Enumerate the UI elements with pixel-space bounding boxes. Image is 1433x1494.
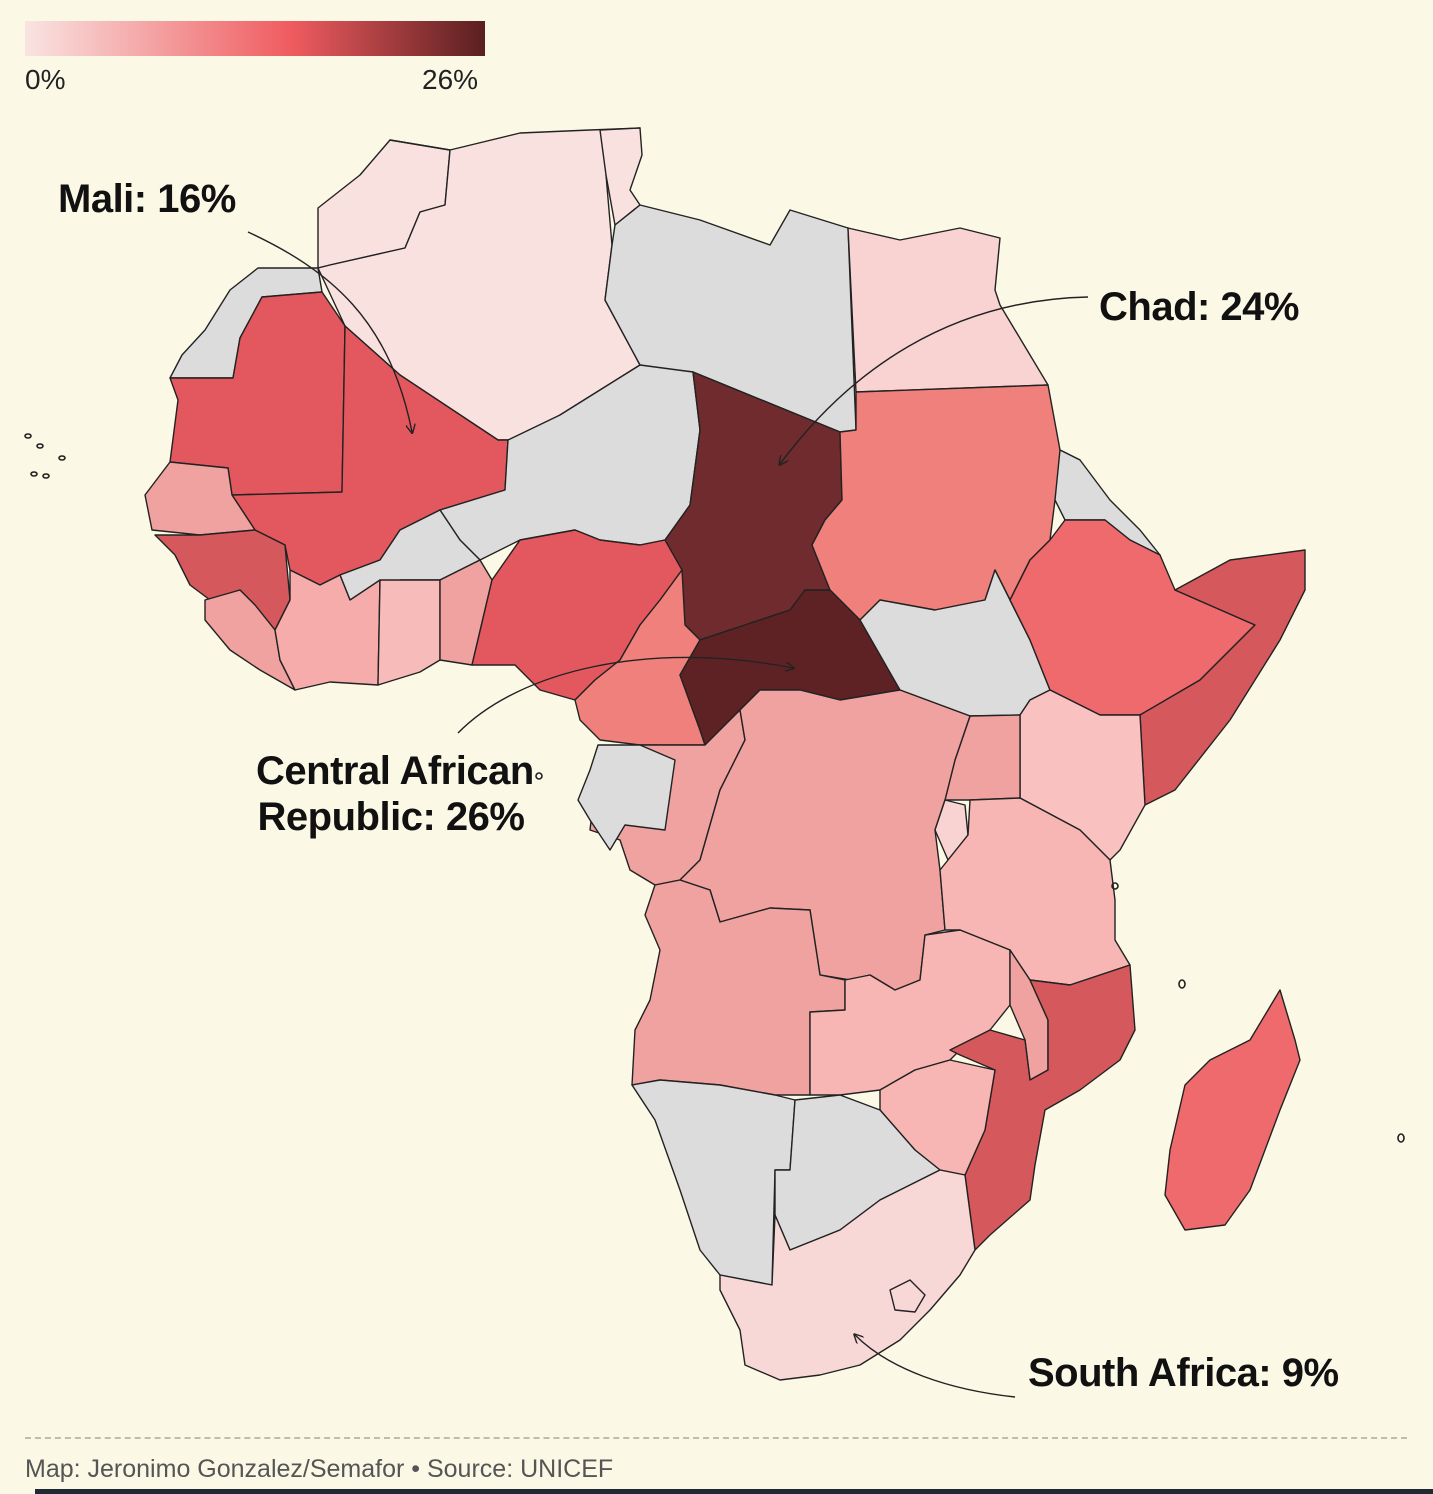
annotation-car-line2: Republic: 26% bbox=[257, 795, 525, 839]
country-ghana bbox=[377, 579, 441, 686]
annotation-central-african-republic: Central African Republic: 26% bbox=[256, 748, 534, 840]
country-madagascar bbox=[1164, 989, 1301, 1231]
country-lesotho bbox=[889, 1279, 926, 1313]
country-south-africa bbox=[719, 1169, 976, 1381]
footer-divider bbox=[25, 1437, 1407, 1439]
annotation-mali: Mali: 16% bbox=[58, 177, 236, 221]
country-somalia bbox=[1139, 549, 1306, 806]
annotation-car-line1: Central African bbox=[256, 749, 534, 793]
bottom-edge-bar bbox=[35, 1489, 1433, 1494]
country-cote-divoire bbox=[274, 569, 381, 691]
country-equatorial-guinea-gabon-west bbox=[577, 744, 676, 851]
footer-credit: Map: Jeronimo Gonzalez/Semafor • Source:… bbox=[25, 1455, 614, 1483]
color-scale-legend-bar bbox=[25, 21, 485, 56]
annotation-chad: Chad: 24% bbox=[1099, 285, 1300, 329]
legend-min-label: 0% bbox=[25, 64, 66, 95]
annotation-south-africa: South Africa: 9% bbox=[1028, 1351, 1339, 1395]
legend-max-label: 26% bbox=[422, 64, 479, 95]
country-tunisia bbox=[599, 127, 643, 226]
